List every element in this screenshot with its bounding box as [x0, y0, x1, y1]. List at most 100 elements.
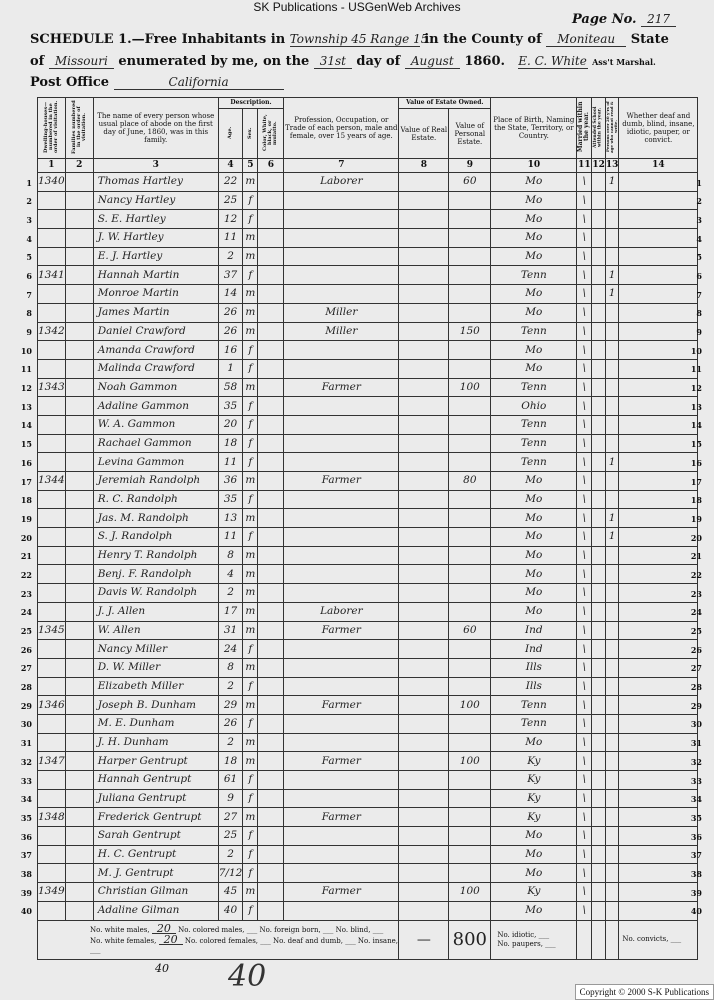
color [257, 396, 285, 416]
age: 61 [217, 770, 244, 790]
line-number-left: 35 [20, 812, 32, 823]
person-name: Jeremiah Randolph [92, 471, 219, 491]
family-number [64, 583, 94, 603]
literacy-mark [604, 433, 620, 454]
family-number [64, 377, 94, 398]
condition [618, 788, 699, 809]
literacy-mark [604, 788, 620, 809]
age: 24 [217, 639, 244, 659]
table-row: Adaline Gammon 35 f Ohio \ [37, 396, 699, 416]
school-mark [591, 713, 606, 734]
table-row: S. J. Randolph 11 f Mo \ 1 [37, 527, 699, 547]
col-header-14: Whether deaf and dumb, blind, insane, id… [618, 97, 699, 159]
line-number-right: 8 [696, 308, 702, 319]
column-number-row: 1 2 3 4 5 6 7 8 9 10 11 12 13 14 [37, 158, 699, 173]
table-row: 1340 Thomas Hartley 22 m Laborer 60 Mo \ 1 [37, 172, 699, 192]
literacy-mark [604, 583, 620, 603]
family-number [64, 620, 94, 641]
color [257, 770, 285, 790]
line-number-right: 19 [690, 513, 702, 524]
real-estate-value [398, 564, 450, 585]
column-number: 10 [490, 158, 578, 173]
birthplace: Mo [490, 900, 578, 921]
school-mark [591, 471, 606, 491]
occupation [283, 900, 400, 921]
personal-estate-value [448, 601, 492, 622]
dwelling-number [37, 527, 66, 547]
school-mark [591, 246, 606, 267]
color [257, 340, 285, 360]
family-number [64, 489, 94, 510]
birthplace: Ky [490, 882, 578, 902]
table-row: Juliana Gentrupt 9 f Ky \ [37, 788, 699, 809]
page-number: Page No. 217 [572, 12, 676, 27]
color [257, 321, 285, 342]
occupation [283, 844, 400, 865]
year: 1860. [464, 54, 506, 69]
real-estate-value [398, 770, 450, 790]
table-row: Monroe Martin 14 m Mo \ 1 [37, 284, 699, 304]
age: 2 [217, 676, 244, 697]
real-estate-value [398, 844, 450, 865]
literacy-mark: 1 [604, 172, 620, 192]
sex: f [242, 639, 259, 659]
personal-estate-value [448, 489, 492, 510]
line-number-right: 1 [696, 177, 702, 188]
line-number-right: 14 [690, 420, 702, 431]
dwelling-number [37, 601, 66, 622]
literacy-mark [604, 246, 620, 267]
school-mark [591, 508, 606, 529]
married-mark: \ [576, 172, 593, 192]
person-name: Rachael Gammon [92, 433, 219, 454]
line-number-right: 7 [696, 289, 702, 300]
literacy-mark [604, 695, 620, 715]
real-estate-value [398, 265, 450, 286]
person-name: Daniel Crawford [92, 321, 219, 342]
literacy-mark: 1 [604, 527, 620, 547]
real-estate-value [398, 358, 450, 379]
real-estate-value [398, 807, 450, 828]
color [257, 471, 285, 491]
family-number [64, 807, 94, 828]
family-number [64, 340, 94, 360]
col-header-13: Persons over 20 y'rs of age who cannot r… [605, 101, 619, 153]
color [257, 583, 285, 603]
literacy-mark [604, 228, 620, 248]
married-mark: \ [576, 284, 593, 304]
sex: f [242, 844, 259, 865]
school-mark [591, 620, 606, 641]
sex: f [242, 788, 259, 809]
line-number-left: 14 [20, 420, 32, 431]
description-header: Description. [217, 97, 285, 109]
person-name: M. J. Gentrupt [92, 863, 219, 884]
age: 31 [217, 620, 244, 641]
birthplace: Ky [490, 807, 578, 828]
birthplace: Ind [490, 620, 578, 641]
personal-estate-value [448, 228, 492, 248]
birthplace: Mo [490, 863, 578, 884]
married-mark: \ [576, 414, 593, 435]
dwelling-number [37, 788, 66, 809]
occupation [283, 209, 400, 230]
color [257, 377, 285, 398]
married-mark: \ [576, 228, 593, 248]
sex: f [242, 414, 259, 435]
age: 11 [217, 527, 244, 547]
col-header-7: Profession, Occupation, or Trade of each… [283, 97, 400, 159]
color [257, 414, 285, 435]
married-mark: \ [576, 190, 593, 211]
personal-estate-value [448, 302, 492, 323]
real-estate-total: — [398, 919, 450, 960]
real-estate-value [398, 545, 450, 566]
totals-row: No. white males, 20 No. colored males, _… [36, 919, 699, 960]
family-number [64, 302, 94, 323]
birthplace: Tenn [490, 452, 578, 472]
person-name: Sarah Gentrupt [92, 826, 219, 846]
literacy-mark [604, 489, 620, 510]
school-mark [591, 788, 606, 809]
person-name: Nancy Miller [92, 639, 219, 659]
school-mark [591, 564, 606, 585]
condition [618, 732, 699, 753]
personal-estate-value [448, 265, 492, 286]
line-number-left: 18 [20, 495, 32, 506]
